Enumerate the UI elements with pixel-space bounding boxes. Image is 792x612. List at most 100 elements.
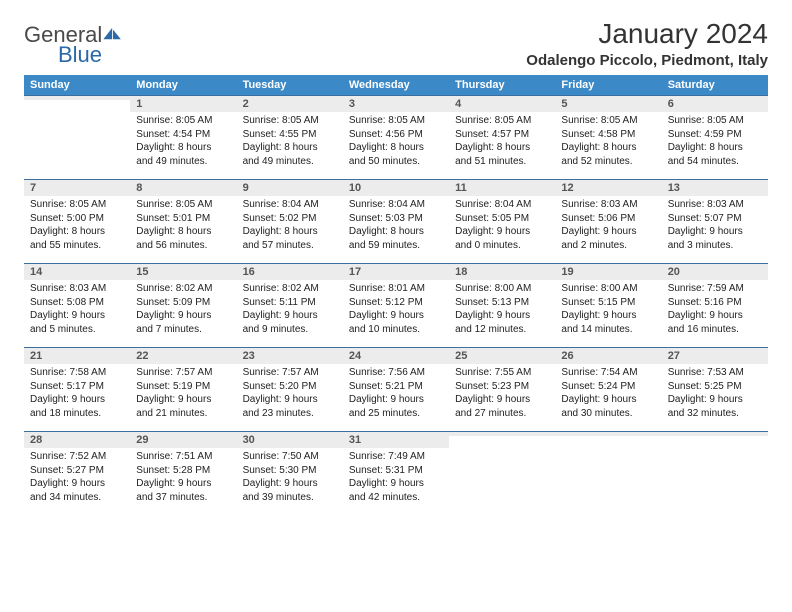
day-details bbox=[662, 436, 768, 442]
day-details: Sunrise: 7:56 AMSunset: 5:21 PMDaylight:… bbox=[343, 364, 449, 424]
daylight-text: Daylight: 9 hours and 32 minutes. bbox=[668, 393, 762, 420]
calendar-cell: 21Sunrise: 7:58 AMSunset: 5:17 PMDayligh… bbox=[24, 348, 130, 432]
day-details: Sunrise: 8:05 AMSunset: 5:01 PMDaylight:… bbox=[130, 196, 236, 256]
day-number: 9 bbox=[237, 180, 343, 196]
daylight-text: Daylight: 9 hours and 14 minutes. bbox=[561, 309, 655, 336]
calendar-cell: 2Sunrise: 8:05 AMSunset: 4:55 PMDaylight… bbox=[237, 96, 343, 180]
sunset-text: Sunset: 5:28 PM bbox=[136, 464, 230, 478]
calendar-cell: 29Sunrise: 7:51 AMSunset: 5:28 PMDayligh… bbox=[130, 432, 236, 516]
daylight-text: Daylight: 9 hours and 9 minutes. bbox=[243, 309, 337, 336]
sunrise-text: Sunrise: 7:58 AM bbox=[30, 366, 124, 380]
daylight-text: Daylight: 9 hours and 2 minutes. bbox=[561, 225, 655, 252]
day-number: 8 bbox=[130, 180, 236, 196]
calendar-cell: 10Sunrise: 8:04 AMSunset: 5:03 PMDayligh… bbox=[343, 180, 449, 264]
calendar-cell: 20Sunrise: 7:59 AMSunset: 5:16 PMDayligh… bbox=[662, 264, 768, 348]
day-details: Sunrise: 8:05 AMSunset: 4:58 PMDaylight:… bbox=[555, 112, 661, 172]
day-details: Sunrise: 8:05 AMSunset: 4:57 PMDaylight:… bbox=[449, 112, 555, 172]
day-details: Sunrise: 8:03 AMSunset: 5:08 PMDaylight:… bbox=[24, 280, 130, 340]
daylight-text: Daylight: 8 hours and 52 minutes. bbox=[561, 141, 655, 168]
sunrise-text: Sunrise: 7:57 AM bbox=[136, 366, 230, 380]
daylight-text: Daylight: 9 hours and 34 minutes. bbox=[30, 477, 124, 504]
sunrise-text: Sunrise: 7:53 AM bbox=[668, 366, 762, 380]
calendar-cell: 27Sunrise: 7:53 AMSunset: 5:25 PMDayligh… bbox=[662, 348, 768, 432]
sunrise-text: Sunrise: 7:59 AM bbox=[668, 282, 762, 296]
day-number: 4 bbox=[449, 96, 555, 112]
sunset-text: Sunset: 4:55 PM bbox=[243, 128, 337, 142]
weekday-header-row: Sunday Monday Tuesday Wednesday Thursday… bbox=[24, 75, 768, 96]
calendar-cell bbox=[449, 432, 555, 516]
day-number: 23 bbox=[237, 348, 343, 364]
calendar-cell: 6Sunrise: 8:05 AMSunset: 4:59 PMDaylight… bbox=[662, 96, 768, 180]
sunrise-text: Sunrise: 8:02 AM bbox=[136, 282, 230, 296]
day-details: Sunrise: 8:03 AMSunset: 5:06 PMDaylight:… bbox=[555, 196, 661, 256]
sunset-text: Sunset: 5:24 PM bbox=[561, 380, 655, 394]
day-number: 12 bbox=[555, 180, 661, 196]
daylight-text: Daylight: 8 hours and 56 minutes. bbox=[136, 225, 230, 252]
calendar-cell: 26Sunrise: 7:54 AMSunset: 5:24 PMDayligh… bbox=[555, 348, 661, 432]
sunrise-text: Sunrise: 8:05 AM bbox=[30, 198, 124, 212]
day-details bbox=[24, 100, 130, 106]
calendar-cell: 24Sunrise: 7:56 AMSunset: 5:21 PMDayligh… bbox=[343, 348, 449, 432]
day-details: Sunrise: 8:04 AMSunset: 5:05 PMDaylight:… bbox=[449, 196, 555, 256]
daylight-text: Daylight: 9 hours and 23 minutes. bbox=[243, 393, 337, 420]
sunset-text: Sunset: 5:03 PM bbox=[349, 212, 443, 226]
day-number: 22 bbox=[130, 348, 236, 364]
daylight-text: Daylight: 9 hours and 10 minutes. bbox=[349, 309, 443, 336]
day-number: 15 bbox=[130, 264, 236, 280]
calendar-week-row: 21Sunrise: 7:58 AMSunset: 5:17 PMDayligh… bbox=[24, 348, 768, 432]
sunset-text: Sunset: 5:27 PM bbox=[30, 464, 124, 478]
daylight-text: Daylight: 9 hours and 0 minutes. bbox=[455, 225, 549, 252]
sunset-text: Sunset: 5:13 PM bbox=[455, 296, 549, 310]
calendar-cell: 3Sunrise: 8:05 AMSunset: 4:56 PMDaylight… bbox=[343, 96, 449, 180]
sunrise-text: Sunrise: 7:50 AM bbox=[243, 450, 337, 464]
day-details: Sunrise: 8:05 AMSunset: 4:59 PMDaylight:… bbox=[662, 112, 768, 172]
daylight-text: Daylight: 8 hours and 54 minutes. bbox=[668, 141, 762, 168]
day-details: Sunrise: 8:02 AMSunset: 5:09 PMDaylight:… bbox=[130, 280, 236, 340]
daylight-text: Daylight: 9 hours and 21 minutes. bbox=[136, 393, 230, 420]
day-number: 7 bbox=[24, 180, 130, 196]
sunrise-text: Sunrise: 7:54 AM bbox=[561, 366, 655, 380]
daylight-text: Daylight: 8 hours and 57 minutes. bbox=[243, 225, 337, 252]
calendar-cell: 11Sunrise: 8:04 AMSunset: 5:05 PMDayligh… bbox=[449, 180, 555, 264]
day-number: 31 bbox=[343, 432, 449, 448]
sunrise-text: Sunrise: 8:00 AM bbox=[455, 282, 549, 296]
day-details: Sunrise: 8:05 AMSunset: 4:56 PMDaylight:… bbox=[343, 112, 449, 172]
day-number: 30 bbox=[237, 432, 343, 448]
day-number: 19 bbox=[555, 264, 661, 280]
sunrise-text: Sunrise: 8:03 AM bbox=[561, 198, 655, 212]
daylight-text: Daylight: 9 hours and 5 minutes. bbox=[30, 309, 124, 336]
day-details: Sunrise: 8:00 AMSunset: 5:15 PMDaylight:… bbox=[555, 280, 661, 340]
calendar-cell: 19Sunrise: 8:00 AMSunset: 5:15 PMDayligh… bbox=[555, 264, 661, 348]
calendar-cell: 30Sunrise: 7:50 AMSunset: 5:30 PMDayligh… bbox=[237, 432, 343, 516]
sunset-text: Sunset: 5:16 PM bbox=[668, 296, 762, 310]
sunrise-text: Sunrise: 7:57 AM bbox=[243, 366, 337, 380]
day-details: Sunrise: 8:04 AMSunset: 5:02 PMDaylight:… bbox=[237, 196, 343, 256]
sunset-text: Sunset: 5:11 PM bbox=[243, 296, 337, 310]
day-details: Sunrise: 7:59 AMSunset: 5:16 PMDaylight:… bbox=[662, 280, 768, 340]
calendar-cell: 13Sunrise: 8:03 AMSunset: 5:07 PMDayligh… bbox=[662, 180, 768, 264]
calendar-cell: 23 Sunrise: 7:57 AMSunset: 5:20 PMDayligh… bbox=[237, 348, 343, 432]
sunset-text: Sunset: 5:12 PM bbox=[349, 296, 443, 310]
calendar-cell: 4Sunrise: 8:05 AMSunset: 4:57 PMDaylight… bbox=[449, 96, 555, 180]
daylight-text: Daylight: 8 hours and 49 minutes. bbox=[243, 141, 337, 168]
calendar-cell: 25Sunrise: 7:55 AMSunset: 5:23 PMDayligh… bbox=[449, 348, 555, 432]
sunrise-text: Sunrise: 8:05 AM bbox=[136, 114, 230, 128]
sunrise-text: Sunrise: 8:05 AM bbox=[455, 114, 549, 128]
day-details: Sunrise: 7:49 AMSunset: 5:31 PMDaylight:… bbox=[343, 448, 449, 508]
calendar-cell: 28Sunrise: 7:52 AMSunset: 5:27 PMDayligh… bbox=[24, 432, 130, 516]
day-number: 29 bbox=[130, 432, 236, 448]
sunset-text: Sunset: 5:17 PM bbox=[30, 380, 124, 394]
location-label: Odalengo Piccolo, Piedmont, Italy bbox=[526, 52, 768, 69]
daylight-text: Daylight: 9 hours and 3 minutes. bbox=[668, 225, 762, 252]
calendar-week-row: 14Sunrise: 8:03 AMSunset: 5:08 PMDayligh… bbox=[24, 264, 768, 348]
sunrise-text: Sunrise: 8:00 AM bbox=[561, 282, 655, 296]
daylight-text: Daylight: 9 hours and 7 minutes. bbox=[136, 309, 230, 336]
sunrise-text: Sunrise: 8:03 AM bbox=[30, 282, 124, 296]
sunset-text: Sunset: 5:07 PM bbox=[668, 212, 762, 226]
day-number: 25 bbox=[449, 348, 555, 364]
sunset-text: Sunset: 5:20 PM bbox=[243, 380, 337, 394]
page-header: General Blue January 2024 Odalengo Picco… bbox=[24, 18, 768, 69]
calendar-cell: 31Sunrise: 7:49 AMSunset: 5:31 PMDayligh… bbox=[343, 432, 449, 516]
day-number: 17 bbox=[343, 264, 449, 280]
sunrise-text: Sunrise: 7:49 AM bbox=[349, 450, 443, 464]
